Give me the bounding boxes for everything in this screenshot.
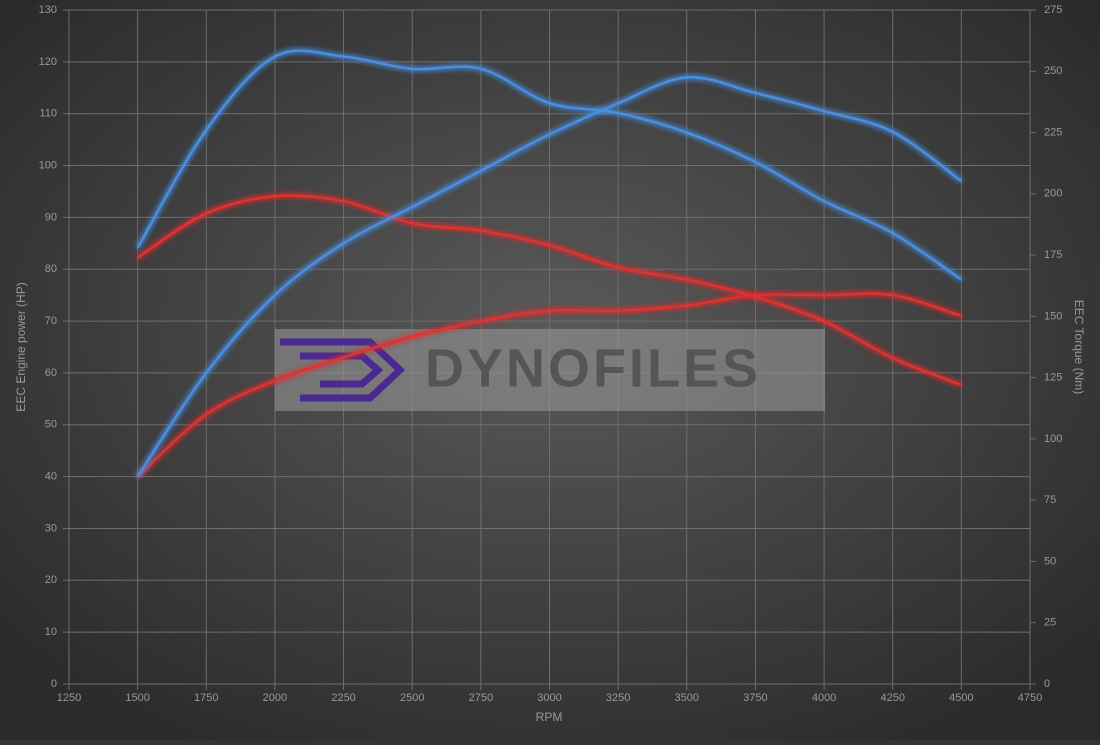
y-tick-label: 0 — [51, 678, 57, 690]
y-tick-label: 120 — [39, 56, 57, 68]
x-axis-label: RPM — [536, 710, 563, 724]
x-tick-label: 4750 — [1018, 692, 1042, 704]
y-tick-label: 40 — [45, 471, 57, 483]
series-line — [136, 49, 963, 281]
watermark-logo — [280, 338, 406, 402]
y-tick-label: 100 — [39, 159, 57, 171]
watermark-text: DYNOFILES — [425, 338, 761, 398]
x-tick-label: 4250 — [880, 692, 904, 704]
y-tick-label: 30 — [45, 522, 57, 534]
y2-axis-label: EEC Torque (Nm) — [1072, 300, 1086, 394]
x-tick-label: 4500 — [949, 692, 973, 704]
x-tick-label: 3000 — [537, 692, 561, 704]
y2-tick-label: 225 — [1044, 126, 1062, 138]
x-tick-label: 2500 — [400, 692, 424, 704]
lines — [136, 49, 963, 478]
watermark: DYNOFILES — [275, 329, 825, 411]
y2-tick-label: 75 — [1044, 494, 1056, 506]
series-line — [136, 292, 962, 478]
y2-tick-label: 200 — [1044, 188, 1062, 200]
y2-tick-label: 250 — [1044, 65, 1062, 77]
y-tick-label: 110 — [39, 108, 57, 120]
y-tick-label: 60 — [45, 367, 57, 379]
series-line — [136, 194, 962, 387]
y-tick-label: 20 — [45, 574, 57, 586]
y2-tick-label: 175 — [1044, 249, 1062, 261]
x-tick-label: 2250 — [331, 692, 355, 704]
x-tick-label: 2000 — [263, 692, 287, 704]
y2-tick-label: 100 — [1044, 433, 1062, 445]
y-tick-label: 70 — [45, 315, 57, 327]
x-tick-label: 1250 — [57, 692, 81, 704]
y-tick-label: 80 — [45, 263, 57, 275]
x-tick-label: 1750 — [194, 692, 218, 704]
x-tick-label: 3750 — [743, 692, 767, 704]
x-tick-label: 1500 — [125, 692, 149, 704]
x-tick-label: 3250 — [606, 692, 630, 704]
series-line — [136, 76, 963, 478]
y-tick-label: 50 — [45, 419, 57, 431]
grid — [63, 9, 1036, 690]
y-tick-label: 10 — [45, 626, 57, 638]
y2-tick-label: 150 — [1044, 310, 1062, 322]
y2-tick-label: 275 — [1044, 4, 1062, 16]
y2-tick-label: 50 — [1044, 555, 1056, 567]
y-tick-label: 90 — [45, 211, 57, 223]
x-tick-label: 3500 — [675, 692, 699, 704]
y-axis-label: EEC Engine power (HP) — [14, 282, 28, 411]
y2-tick-label: 125 — [1044, 372, 1062, 384]
x-tick-label: 2750 — [469, 692, 493, 704]
y2-tick-label: 25 — [1044, 617, 1056, 629]
y-tick-label: 130 — [39, 4, 57, 16]
x-tick-label: 4000 — [812, 692, 836, 704]
y2-tick-label: 0 — [1044, 678, 1050, 690]
